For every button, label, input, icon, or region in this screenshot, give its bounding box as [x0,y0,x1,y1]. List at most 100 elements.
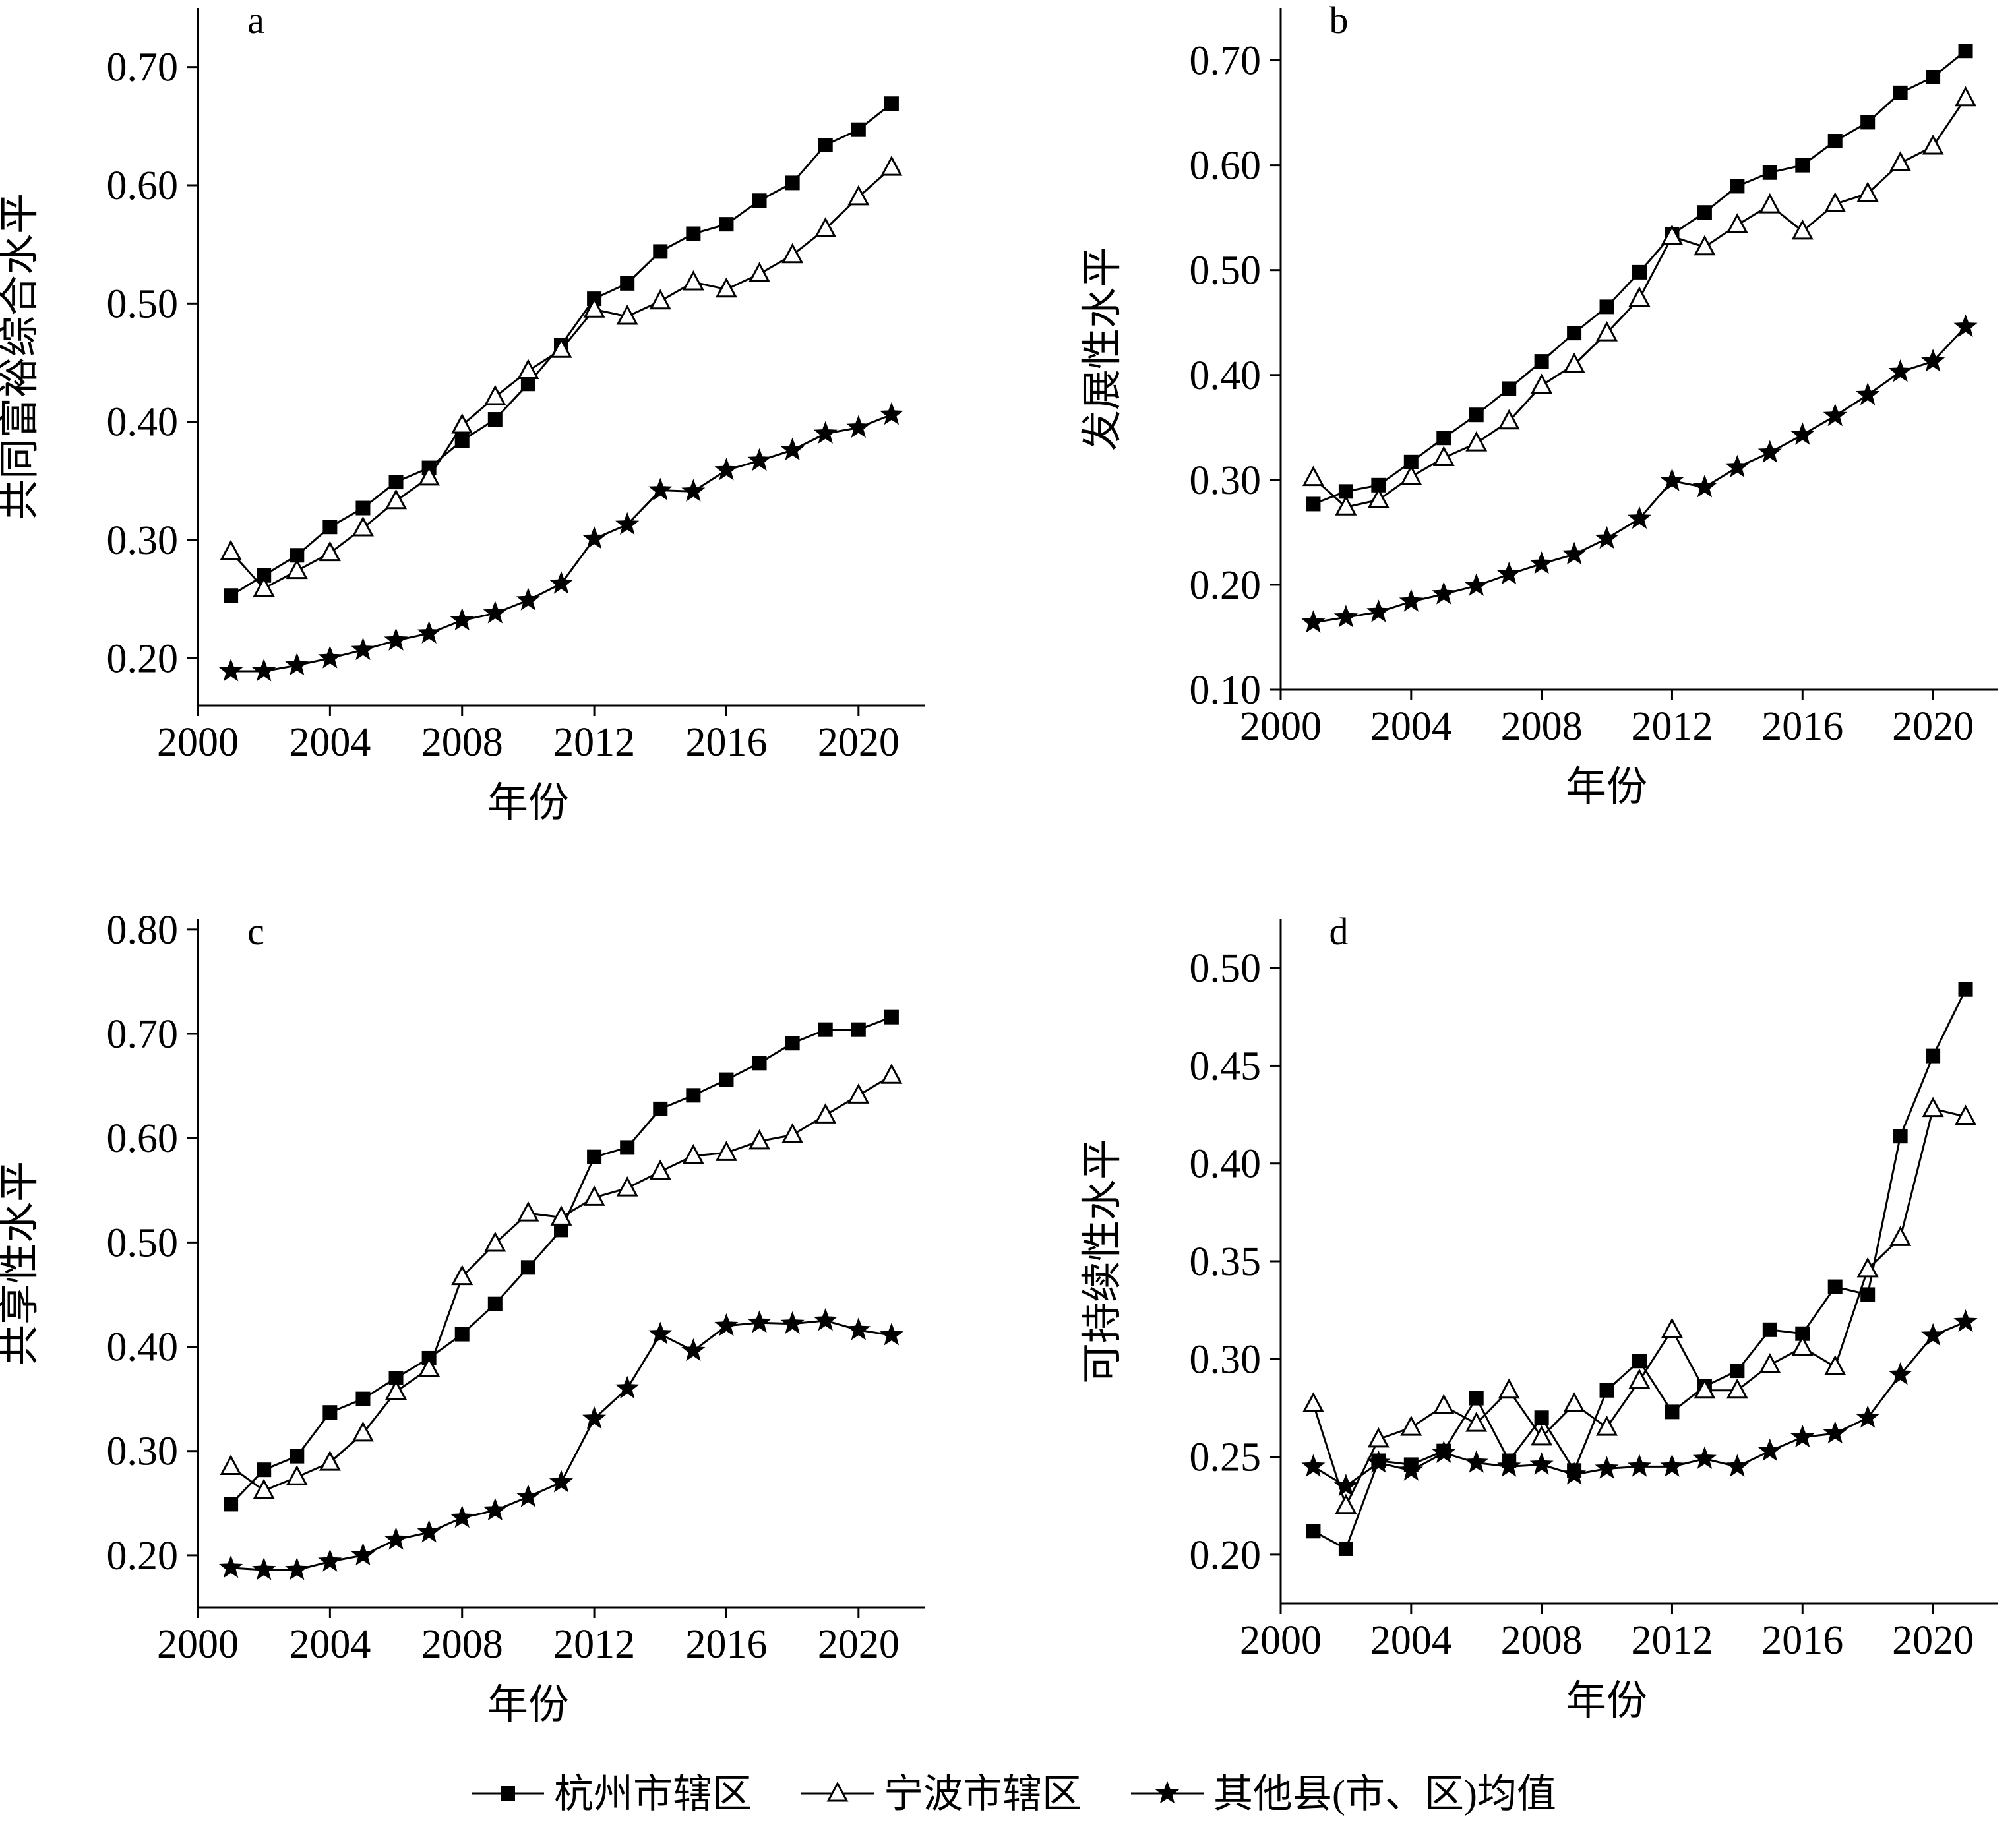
data-point-hangzhou [620,276,635,291]
data-point-ningbo [1628,286,1651,307]
data-point-ningbo [814,217,837,237]
data-point-ningbo [649,289,671,310]
data-point-other [846,1317,871,1340]
y-tick-label: 0.60 [1190,144,1262,189]
data-point-hangzhou [1893,1129,1908,1144]
data-point-other [1562,1462,1587,1485]
data-point-hangzhou [785,1036,800,1051]
data-point-ningbo [1400,1415,1422,1436]
data-point-other [1595,1456,1619,1479]
data-point-ningbo [286,1465,308,1485]
data-point-hangzhou [224,588,239,603]
data-point-ningbo [1596,320,1618,342]
data-point-hangzhou [1926,1048,1941,1064]
data-point-hangzhou [620,1140,635,1155]
x-tick-label: 2012 [553,720,635,765]
x-tick-label: 2008 [1501,1618,1583,1663]
data-point-hangzhou [454,433,470,448]
y-tick-label: 0.20 [107,636,179,681]
y-tick-label: 0.25 [1190,1435,1262,1480]
data-point-ningbo [1498,1378,1520,1399]
x-tick-label: 2016 [685,1622,767,1667]
y-tick-label: 0.60 [107,164,179,208]
data-point-ningbo [385,1379,408,1400]
data-point-ningbo [484,1231,506,1252]
data-point-hangzhou [257,568,272,583]
data-point-ningbo [748,1129,771,1150]
x-tick-label: 2020 [1892,704,1974,749]
data-point-hangzhou [1827,134,1843,149]
data-point-hangzhou [1795,158,1810,173]
data-point-other [846,415,871,438]
data-point-other [1856,1405,1880,1428]
data-point-ningbo [550,338,572,358]
data-point-hangzhou [1893,85,1908,100]
x-tick-label: 2004 [1370,704,1452,749]
y-tick-label: 0.35 [1190,1240,1262,1284]
data-point-other [1497,1454,1521,1477]
data-point-other [747,1310,772,1333]
panel-a-chart: 0.20 0.30 0.40 0.50 0.60 0.70 2000 2004 2008 2012… [0,0,925,825]
legend-marker-hangzhou [501,1786,515,1801]
data-point-other [450,607,474,631]
data-point-other [318,645,342,669]
data-point-other [1627,506,1652,529]
data-point-ningbo [517,359,539,380]
data-point-ningbo [1302,465,1324,487]
data-point-ningbo [1922,1096,1944,1118]
legend-marker-ningbo [826,1781,849,1802]
data-point-ningbo [1531,373,1553,394]
data-point-other [219,659,243,682]
data-point-hangzhou [1436,431,1451,446]
data-point-other [516,1484,540,1507]
data-point-ningbo [1531,1425,1553,1446]
x-tick-label: 2008 [1501,704,1583,749]
y-tick-label: 0.20 [107,1534,179,1578]
data-point-hangzhou [1926,69,1941,84]
data-point-other [1921,349,1945,372]
data-point-ningbo [1824,192,1847,212]
data-point-ningbo [649,1159,671,1180]
data-point-other [450,1505,474,1528]
y-tick-label: 0.40 [1190,1142,1262,1187]
x-tick-label: 2012 [1631,704,1713,749]
data-point-hangzhou [1599,1383,1614,1398]
data-point-ningbo [418,465,441,486]
data-point-ningbo [880,1064,903,1084]
data-point-other [1660,1454,1684,1477]
x-tick-label: 2000 [1240,1618,1322,1663]
y-tick-label: 0.45 [1190,1044,1262,1089]
data-point-other [1301,1454,1326,1477]
data-point-other [1333,1474,1358,1497]
data-point-other [879,402,903,425]
data-point-ningbo [1400,464,1422,485]
data-point-other [351,1542,375,1566]
data-point-other [417,620,441,644]
data-point-other [1725,454,1750,478]
data-point-ningbo [1889,151,1912,171]
data-point-hangzhou [322,520,338,535]
data-point-ningbo [1367,487,1390,508]
x-tick-label: 2008 [421,1622,503,1667]
data-point-ningbo [1759,1353,1781,1373]
x-axis-title: 年份 [1566,1679,1647,1724]
y-tick-label: 0.70 [1190,39,1262,84]
data-point-other [648,1321,673,1344]
data-point-ningbo [1694,1378,1716,1399]
data-point-other [1464,1450,1488,1473]
data-point-hangzhou [653,244,668,259]
y-tick-label: 0.80 [107,908,179,953]
panel-d-chart: 0.20 0.25 0.30 0.35 0.40 0.45 0.50 2000 2004 2008… [1080,910,1998,1724]
data-point-other [1529,551,1554,574]
data-point-other [1432,1440,1456,1463]
data-point-ningbo [253,1478,275,1499]
data-point-other [1366,1450,1391,1473]
y-tick-label: 0.30 [1190,1337,1262,1382]
data-point-other [1595,525,1619,549]
data-point-other [615,1375,640,1399]
data-point-hangzhou [752,193,767,208]
data-point-hangzhou [1599,299,1614,315]
data-point-ningbo [616,304,638,325]
data-point-hangzhou [1502,381,1517,396]
data-point-ningbo [1791,1335,1814,1356]
